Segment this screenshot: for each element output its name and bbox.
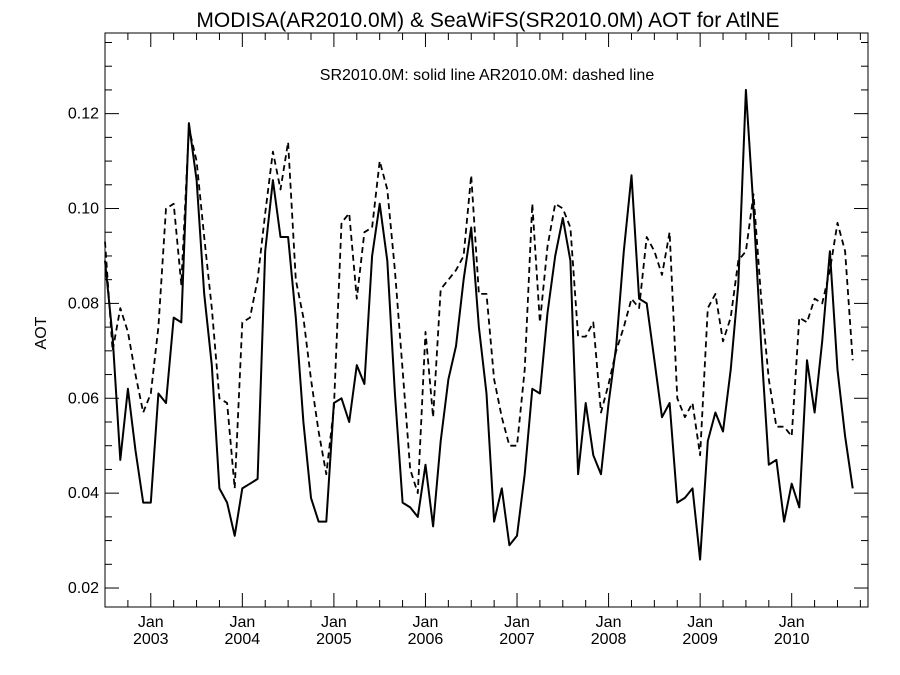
- x-tick-year-label: 2009: [682, 631, 718, 648]
- y-axis-label: AOT: [33, 316, 50, 349]
- plot-frame: [104, 32, 869, 608]
- line-style-annotation: SR2010.0M: solid line AR2010.0M: dashed …: [320, 67, 655, 84]
- data-lines: [104, 88, 854, 561]
- x-tick-year-label: 2010: [774, 631, 810, 648]
- y-tick-label: 0.06: [68, 390, 99, 407]
- y-tick-label: 0.12: [68, 106, 99, 123]
- y-tick-label: 0.08: [68, 295, 99, 312]
- x-tick-year-label: 2004: [225, 631, 261, 648]
- x-tick-month-label: Jan: [229, 614, 255, 631]
- x-tick-year-label: 2008: [591, 631, 627, 648]
- x-tick-year-label: 2006: [408, 631, 444, 648]
- y-tick-label: 0.04: [68, 485, 99, 502]
- series-line-ar2010-0m: [104, 127, 854, 494]
- x-tick-month-label: Jan: [138, 614, 164, 631]
- x-tick-month-label: Jan: [321, 614, 347, 631]
- axes-ticks: 0.020.040.060.080.100.12Jan2003Jan2004Ja…: [68, 33, 868, 648]
- x-tick-year-label: 2007: [499, 631, 535, 648]
- y-tick-label: 0.02: [68, 580, 99, 597]
- y-tick-label: 0.10: [68, 201, 99, 218]
- x-tick-month-label: Jan: [596, 614, 622, 631]
- series-line-sr2010-0m: [104, 88, 854, 561]
- x-tick-year-label: 2005: [316, 631, 352, 648]
- x-tick-month-label: Jan: [779, 614, 805, 631]
- x-tick-month-label: Jan: [687, 614, 713, 631]
- x-tick-month-label: Jan: [413, 614, 439, 631]
- x-tick-year-label: 2003: [133, 631, 169, 648]
- chart-title: MODISA(AR2010.0M) & SeaWiFS(SR2010.0M) A…: [196, 9, 779, 32]
- x-tick-month-label: Jan: [504, 614, 530, 631]
